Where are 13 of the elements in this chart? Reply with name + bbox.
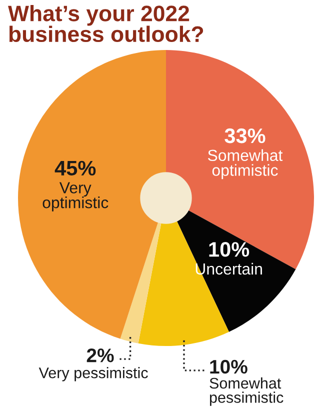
data-label: 2% <box>86 348 114 362</box>
data-label: 10% <box>209 242 250 257</box>
donut-slice <box>176 210 296 332</box>
donut-slice <box>18 50 166 339</box>
slice-label: Very optimistic <box>42 182 108 212</box>
slice-label: Somewhat pessimistic <box>210 377 284 406</box>
data-label: 10% <box>210 360 248 374</box>
data-label: 45% <box>54 160 96 176</box>
donut-slice <box>120 222 162 344</box>
slice-label: Somewhat optimistic <box>208 149 283 180</box>
chart-title: What’s your 2022 business outlook? <box>8 5 204 42</box>
data-label: 33% <box>224 128 266 144</box>
slice-label: Very pessimistic <box>38 367 148 382</box>
